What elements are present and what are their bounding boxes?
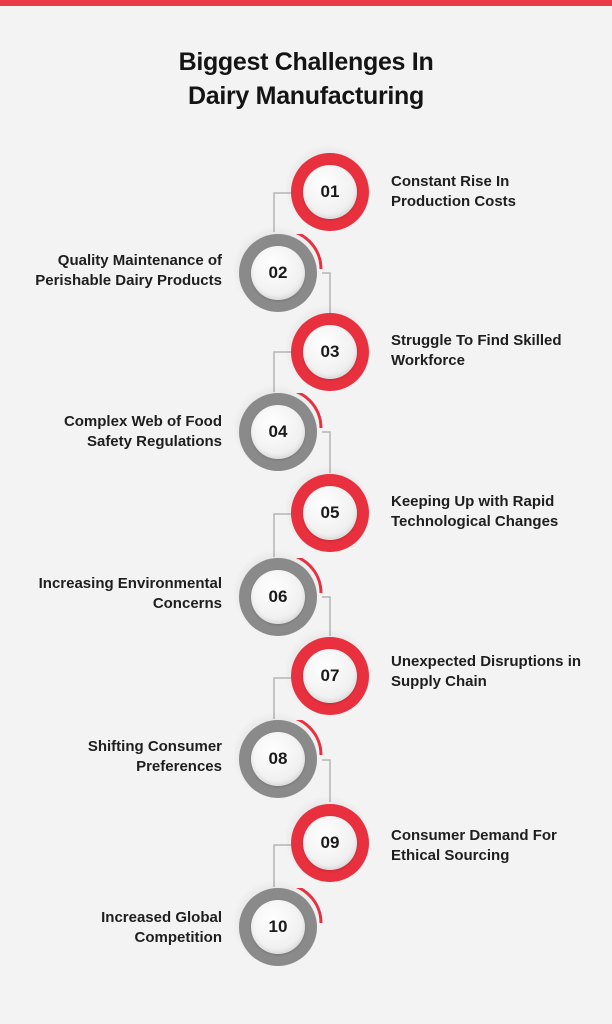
- step-label-09: Consumer Demand For Ethical Sourcing: [391, 826, 557, 866]
- step-label-line-1: Increasing Environmental: [38, 575, 222, 592]
- step-label-line-1: Complex Web of Food: [63, 413, 222, 430]
- step-label-line-2: Safety Regulations: [86, 433, 222, 450]
- step-number: 05: [303, 486, 357, 540]
- step-label-01: Constant Rise In Production Costs: [391, 172, 516, 212]
- step-label-line-1: Struggle To Find Skilled: [391, 332, 562, 349]
- step-label-02: Quality Maintenance of Perishable Dairy …: [35, 251, 222, 291]
- step-label-10: Increased Global Competition: [101, 908, 222, 948]
- red-arc-accent: [295, 234, 323, 270]
- step-label-06: Increasing Environmental Concerns: [39, 574, 222, 614]
- step-label-08: Shifting Consumer Preferences: [88, 737, 222, 777]
- connector-01-02: [273, 192, 292, 232]
- top-accent-bar: [0, 0, 612, 6]
- connector-04-05: [322, 431, 331, 473]
- step-node-08: 08: [233, 712, 325, 806]
- step-node-04: 04: [233, 385, 325, 479]
- step-label-line-1: Keeping Up with Rapid: [391, 493, 555, 510]
- connector-08-09: [322, 759, 331, 802]
- red-arc-accent: [295, 393, 323, 429]
- step-node-09: 09: [285, 796, 377, 890]
- step-label-line-2: Workforce: [391, 352, 465, 369]
- step-number: 09: [303, 816, 357, 870]
- step-number: 07: [303, 649, 357, 703]
- step-label-05: Keeping Up with Rapid Technological Chan…: [391, 492, 558, 532]
- step-number: 01: [303, 165, 357, 219]
- step-label-line-2: Technological Changes: [391, 513, 559, 530]
- title-line-2: Dairy Manufacturing: [188, 82, 424, 110]
- step-node-05: 05: [285, 466, 377, 560]
- connector-05-06: [273, 513, 292, 557]
- step-node-01: 01: [285, 145, 377, 239]
- step-label-line-1: Constant Rise In: [391, 173, 510, 190]
- step-label-line-1: Consumer Demand For: [391, 827, 557, 844]
- step-node-02: 02: [233, 226, 325, 320]
- step-number: 08: [251, 732, 305, 786]
- step-node-03: 03: [285, 305, 377, 399]
- step-node-07: 07: [285, 629, 377, 723]
- step-node-10: 10: [233, 880, 325, 974]
- step-label-line-2: Concerns: [152, 595, 222, 612]
- step-label-line-2: Competition: [134, 929, 223, 946]
- step-label-line-2: Perishable Dairy Products: [35, 272, 222, 289]
- connector-03-04: [273, 351, 292, 392]
- red-arc-accent: [295, 720, 323, 756]
- step-label-line-1: Quality Maintenance of: [57, 252, 222, 269]
- step-label-line-2: Preferences: [136, 758, 222, 775]
- step-label-04: Complex Web of Food Safety Regulations: [64, 412, 222, 452]
- connector-06-07: [322, 596, 331, 636]
- step-node-06: 06: [233, 550, 325, 644]
- step-label-line-1: Shifting Consumer: [87, 738, 222, 755]
- red-arc-accent: [295, 558, 323, 594]
- step-label-line-1: Unexpected Disruptions in: [391, 653, 582, 670]
- step-label-03: Struggle To Find Skilled Workforce: [391, 331, 562, 371]
- title-line-1: Biggest Challenges In: [178, 48, 434, 76]
- step-label-07: Unexpected Disruptions in Supply Chain: [391, 652, 581, 692]
- step-number: 10: [251, 900, 305, 954]
- step-number: 06: [251, 570, 305, 624]
- step-number: 03: [303, 325, 357, 379]
- step-number: 02: [251, 246, 305, 300]
- red-arc-accent: [295, 888, 323, 924]
- step-label-line-2: Ethical Sourcing: [391, 847, 510, 864]
- connector-09-10: [273, 844, 292, 887]
- page-title: Biggest Challenges In Dairy Manufacturin…: [0, 45, 612, 113]
- step-label-line-2: Production Costs: [391, 193, 517, 210]
- connector-07-08: [273, 677, 292, 719]
- step-label-line-1: Increased Global: [101, 909, 222, 926]
- connector-02-03: [322, 272, 331, 313]
- step-label-line-2: Supply Chain: [391, 673, 487, 690]
- step-number: 04: [251, 405, 305, 459]
